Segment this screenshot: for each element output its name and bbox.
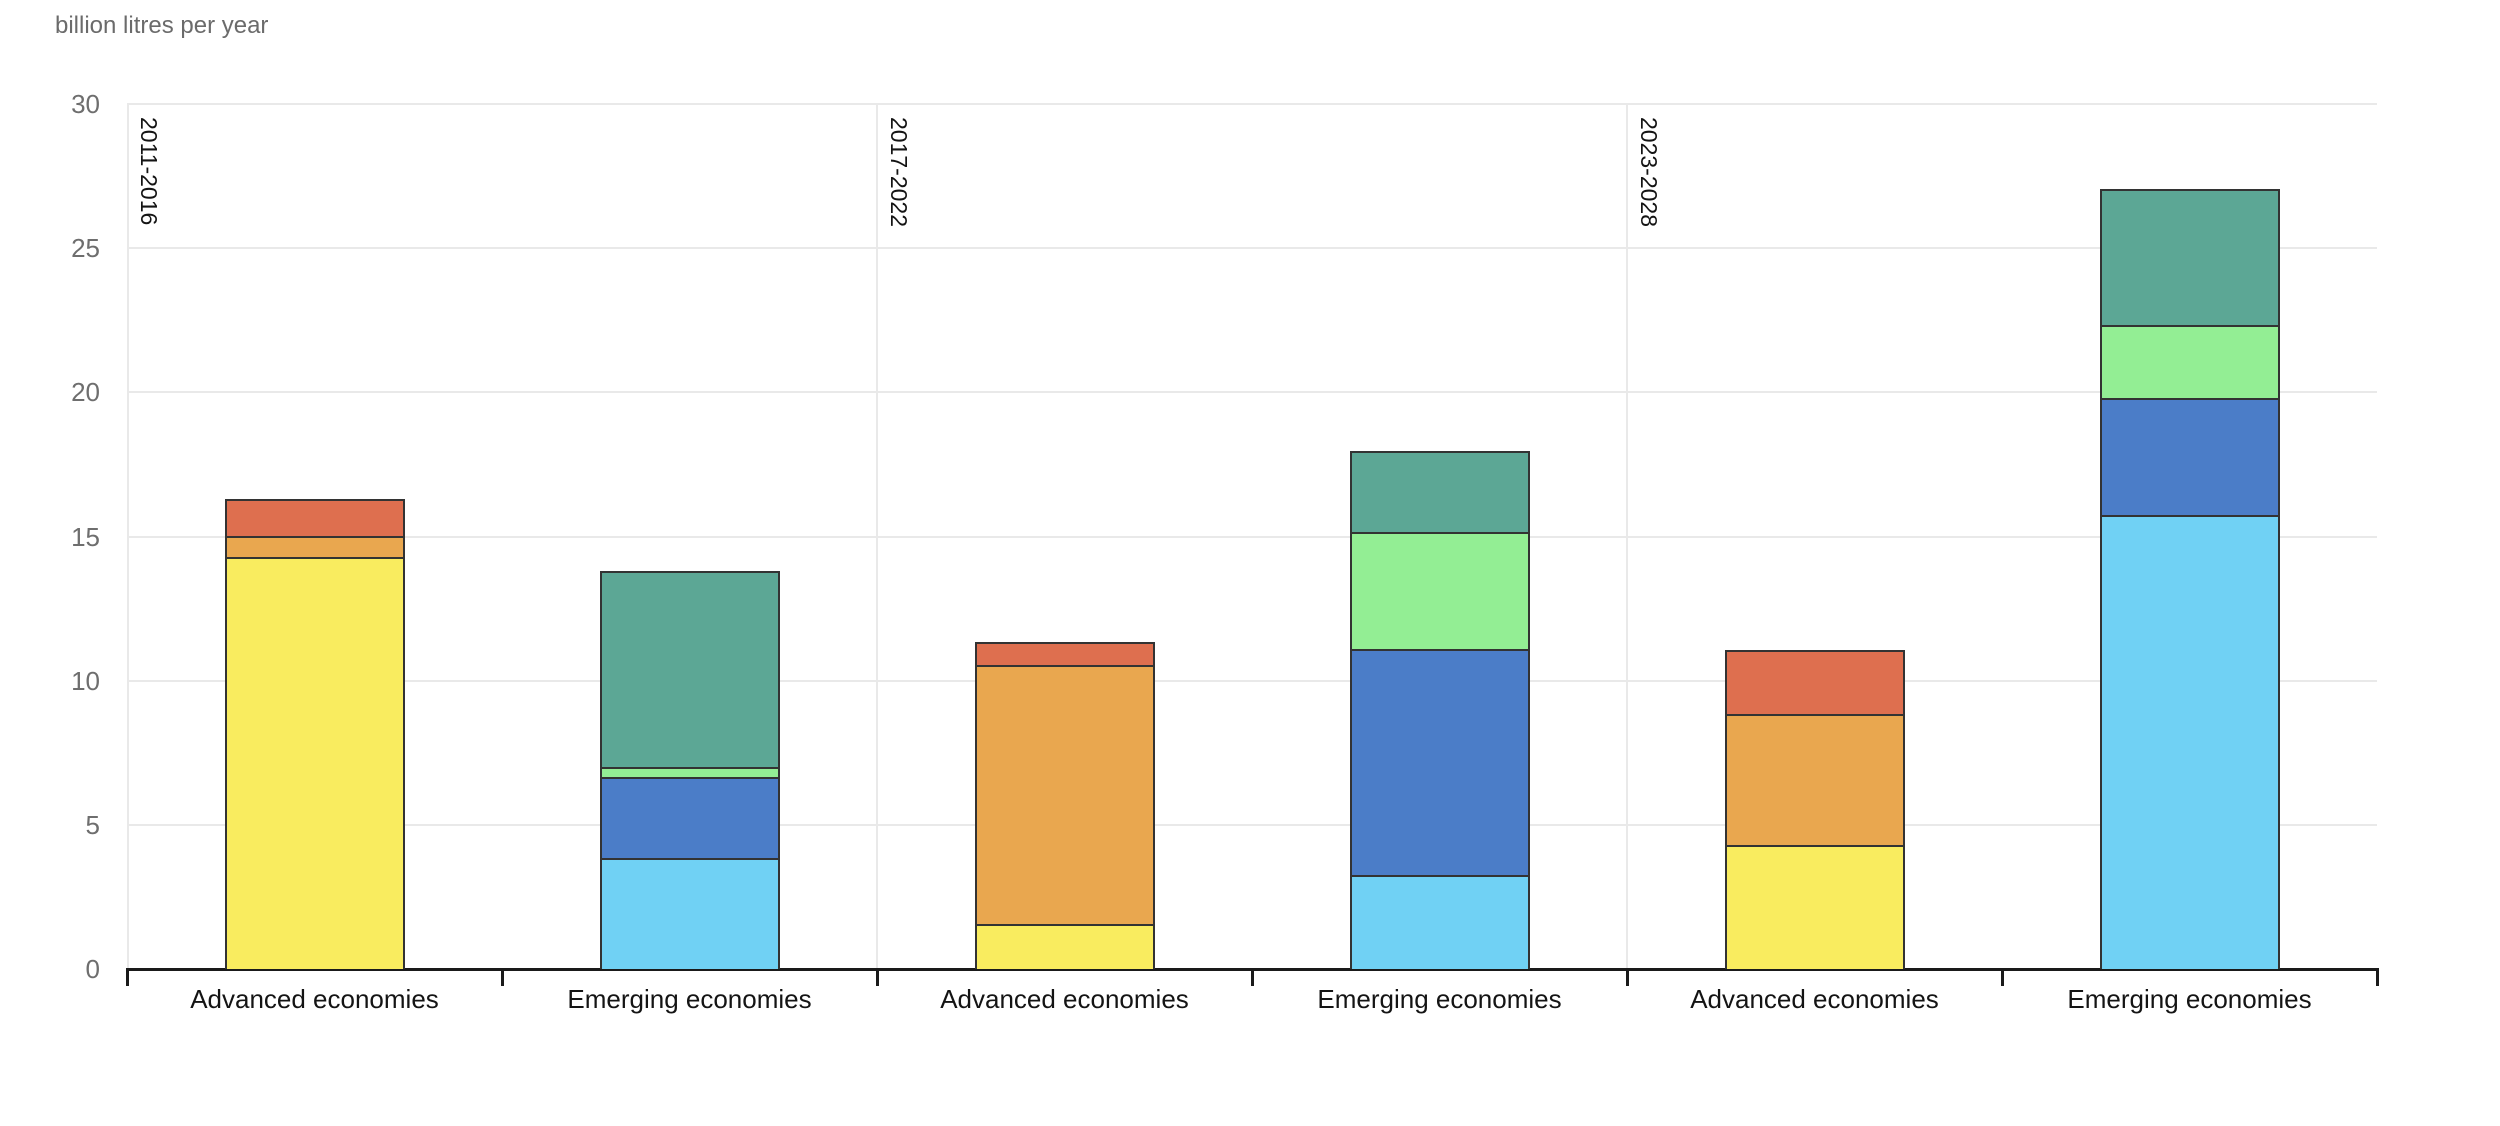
- gridline-30: [127, 103, 2377, 105]
- bar-segment-teal: [599, 571, 780, 767]
- bar-segment-light_green: [1349, 532, 1530, 649]
- bar-segment-yellow: [224, 557, 405, 969]
- bar-segment-yellow: [974, 924, 1155, 969]
- y-axis-tick-label: 10: [71, 665, 100, 696]
- y-axis-tick-label: 5: [85, 809, 100, 840]
- bar-segment-sky_blue: [1349, 875, 1530, 969]
- bar-segment-sky_blue: [2099, 515, 2280, 969]
- y-axis-tick-label: 0: [85, 954, 100, 984]
- bar-segment-teal: [2099, 189, 2280, 325]
- x-axis-tick: [876, 968, 879, 986]
- panel-separator: [876, 104, 878, 969]
- period-label: 2017-2022: [886, 117, 912, 227]
- y-axis-tick-label: 15: [71, 521, 100, 552]
- chart-title: billion litres per year: [55, 12, 269, 39]
- x-axis-tick: [1251, 968, 1254, 986]
- bar-segment-sky_blue: [599, 858, 780, 969]
- y-axis-tick-label: 20: [71, 377, 100, 408]
- period-label: 2011-2016: [136, 117, 162, 226]
- bar-segment-orange: [224, 536, 405, 557]
- bar-segment-red: [224, 499, 405, 536]
- bar-advanced-economies: [224, 499, 405, 969]
- panel-separator: [1626, 104, 1628, 969]
- bar-segment-red: [1724, 650, 1905, 714]
- bar-segment-orange: [1724, 714, 1905, 845]
- x-axis-tick: [501, 968, 504, 986]
- x-axis-tick: [2376, 968, 2379, 986]
- bar-segment-blue: [2099, 398, 2280, 515]
- gridline-20: [127, 391, 2377, 394]
- category-label: Emerging economies: [2067, 984, 2312, 1014]
- gridline-5: [127, 823, 2377, 826]
- bar-segment-red: [974, 642, 1155, 665]
- bar-segment-yellow: [1724, 845, 1905, 969]
- gridline-15: [127, 535, 2377, 538]
- bar-segment-light_green: [2099, 325, 2280, 398]
- bar-segment-light_green: [599, 767, 780, 777]
- plot-left-border: [127, 104, 129, 969]
- bar-segment-teal: [1349, 451, 1530, 532]
- bar-advanced-economies: [974, 642, 1155, 969]
- x-axis-tick: [1626, 968, 1629, 986]
- x-axis-tick: [2001, 968, 2004, 986]
- category-label: Advanced economies: [1690, 984, 1939, 1014]
- gridline-25: [127, 247, 2377, 250]
- bar-emerging-economies: [2099, 189, 2280, 969]
- y-axis-tick-label: 30: [71, 89, 100, 119]
- y-axis-tick-label: 25: [71, 233, 100, 264]
- bar-segment-blue: [1349, 649, 1530, 875]
- x-axis-tick: [126, 968, 129, 986]
- bar-segment-blue: [599, 777, 780, 858]
- plot-area: [127, 103, 2377, 969]
- category-label: Emerging economies: [1317, 984, 1562, 1014]
- period-label: 2023-2028: [1636, 117, 1662, 227]
- bar-advanced-economies: [1724, 650, 1905, 969]
- bar-emerging-economies: [599, 571, 780, 969]
- bar-segment-orange: [974, 665, 1155, 924]
- category-label: Advanced economies: [190, 984, 439, 1014]
- category-label: Advanced economies: [940, 984, 1189, 1014]
- category-label: Emerging economies: [567, 984, 812, 1014]
- gridline-10: [127, 679, 2377, 682]
- bar-emerging-economies: [1349, 451, 1530, 969]
